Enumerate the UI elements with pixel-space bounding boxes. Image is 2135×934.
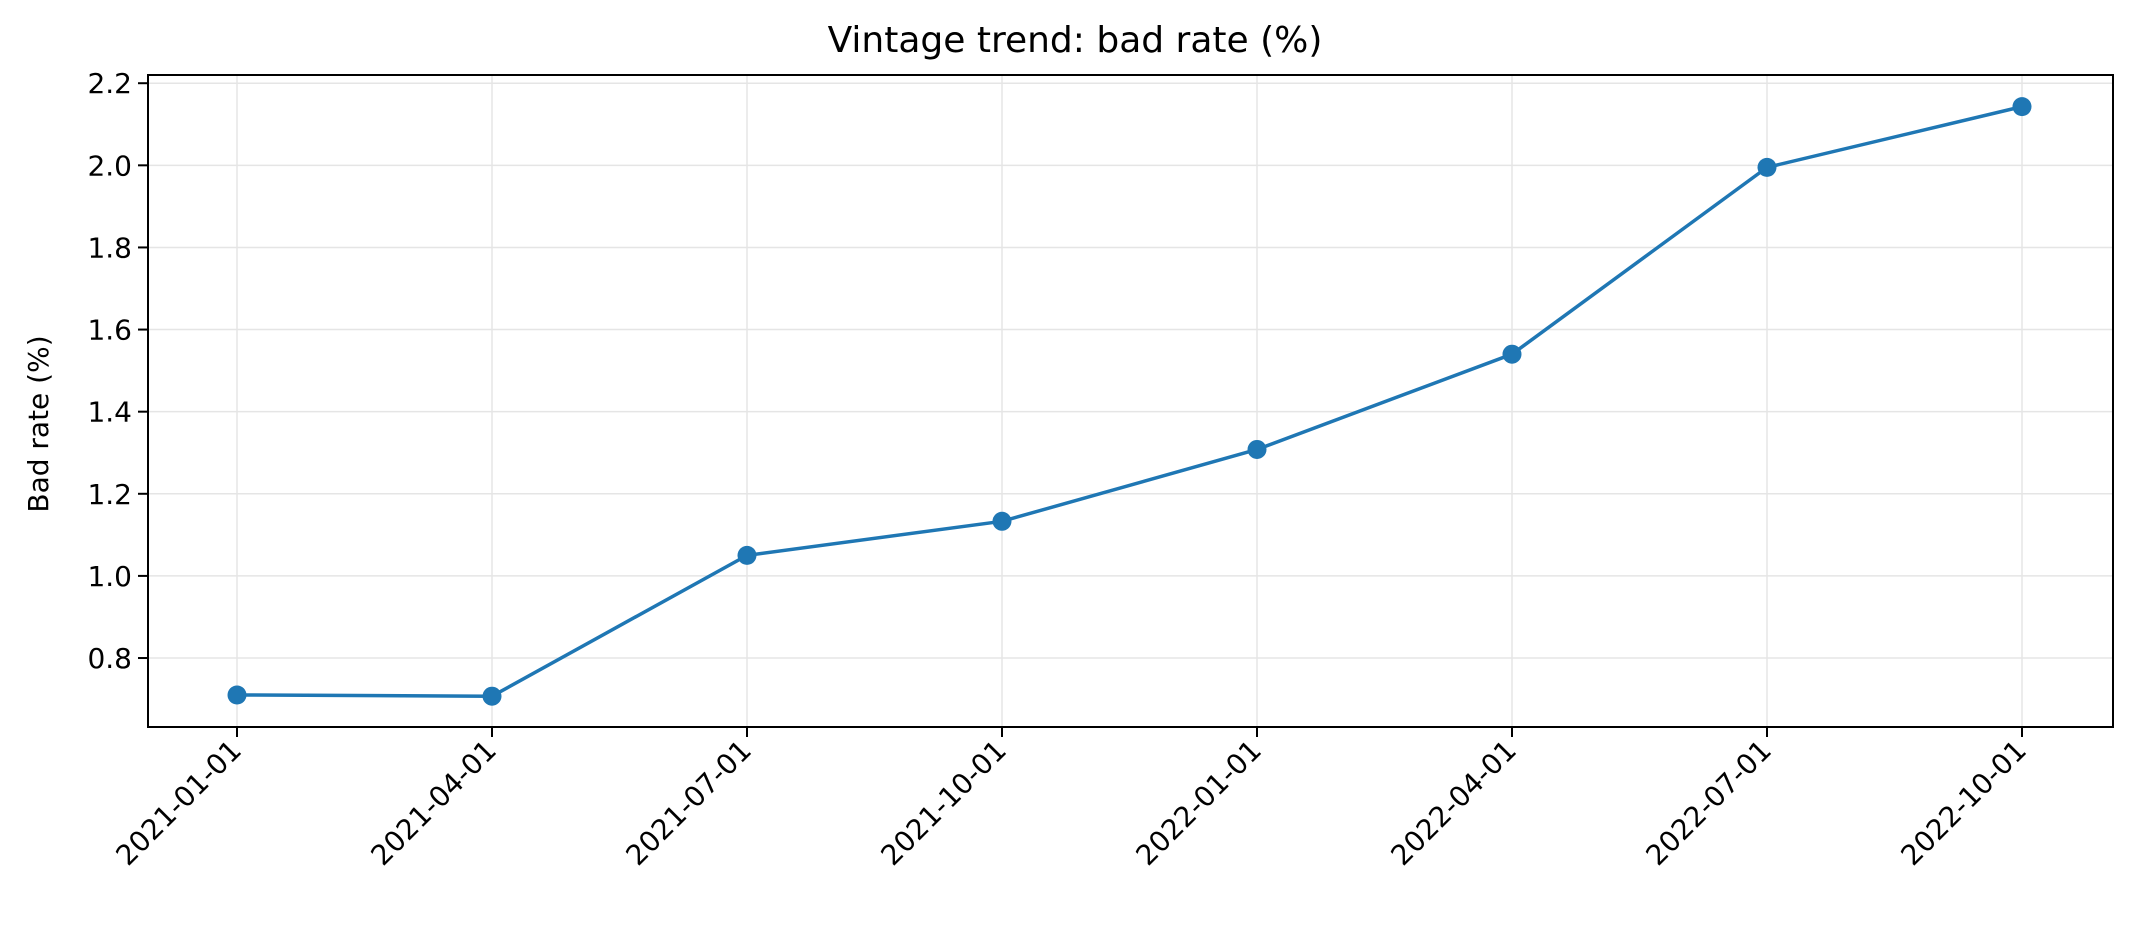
data-point	[1757, 157, 1777, 177]
y-tick-label: 2.0	[87, 149, 132, 182]
grid-lines	[148, 75, 2113, 727]
y-axis-label: Bad rate (%)	[22, 335, 55, 512]
x-tick-label: 2022-04-01	[1385, 734, 1523, 872]
y-tick-label: 1.2	[87, 478, 132, 511]
data-series	[227, 97, 2032, 706]
x-tick-label: 2022-01-01	[1130, 734, 1268, 872]
chart-title: Vintage trend: bad rate (%)	[828, 20, 1323, 61]
y-tick-label: 1.0	[87, 560, 132, 593]
y-tick-label: 0.8	[87, 642, 132, 675]
x-tick-label: 2021-10-01	[875, 734, 1013, 872]
x-tick-label: 2021-07-01	[620, 734, 758, 872]
x-tick-label: 2021-04-01	[365, 734, 503, 872]
data-point	[737, 545, 757, 565]
data-point	[992, 511, 1012, 531]
data-point	[227, 685, 247, 705]
y-tick-label: 1.8	[87, 231, 132, 264]
y-tick-label: 2.2	[87, 67, 132, 100]
plot-frame	[147, 74, 2114, 728]
data-point	[1502, 344, 1522, 364]
y-tick-label: 1.4	[87, 396, 132, 429]
x-tick-label: 2021-01-01	[110, 734, 248, 872]
series-line	[236, 104, 2023, 698]
data-point	[1247, 439, 1267, 459]
data-point	[2012, 97, 2032, 117]
x-tick-label: 2022-07-01	[1640, 734, 1778, 872]
data-point	[482, 686, 502, 706]
x-tick-label: 2022-10-01	[1895, 734, 2033, 872]
y-tick-label: 1.6	[87, 314, 132, 347]
